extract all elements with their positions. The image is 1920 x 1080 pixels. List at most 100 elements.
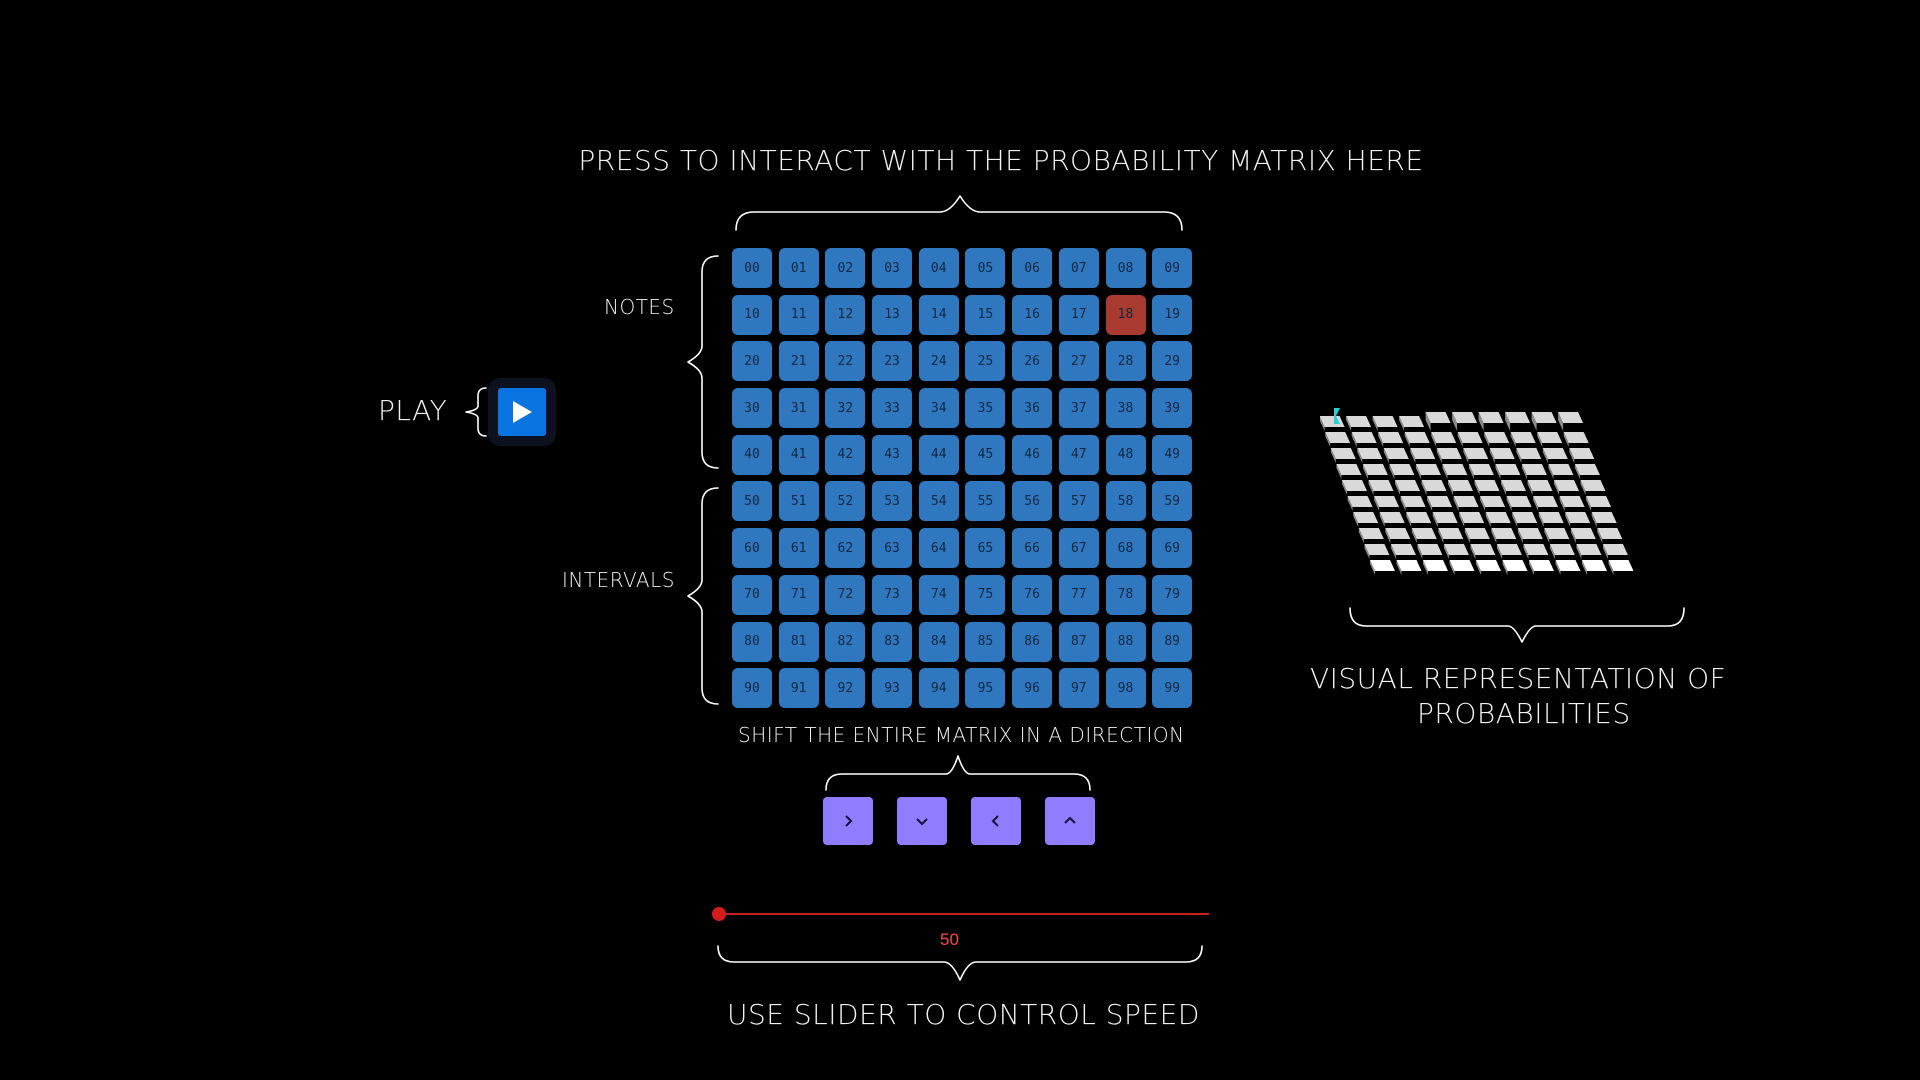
matrix-cell[interactable]: 78 — [1105, 574, 1146, 615]
matrix-cell[interactable]: 85 — [965, 621, 1006, 662]
matrix-cell[interactable]: 83 — [872, 621, 913, 662]
matrix-cell[interactable]: 18 — [1105, 294, 1146, 335]
matrix-cell[interactable]: 74 — [918, 574, 959, 615]
matrix-cell[interactable]: 28 — [1105, 341, 1146, 382]
matrix-cell[interactable]: 36 — [1012, 388, 1053, 429]
matrix-cell[interactable]: 15 — [965, 294, 1006, 335]
matrix-cell[interactable]: 99 — [1152, 668, 1193, 709]
matrix-cell[interactable]: 75 — [965, 574, 1006, 615]
matrix-cell[interactable]: 29 — [1152, 341, 1193, 382]
matrix-cell[interactable]: 56 — [1012, 481, 1053, 522]
matrix-cell[interactable]: 22 — [825, 341, 866, 382]
matrix-cell[interactable]: 58 — [1105, 481, 1146, 522]
play-button[interactable] — [488, 378, 556, 446]
speed-slider[interactable] — [712, 906, 1209, 922]
matrix-cell[interactable]: 10 — [732, 294, 772, 335]
matrix-cell[interactable]: 90 — [732, 668, 772, 709]
matrix-cell[interactable]: 02 — [825, 248, 866, 288]
matrix-cell[interactable]: 45 — [965, 434, 1006, 475]
matrix-cell[interactable]: 00 — [732, 248, 772, 288]
matrix-cell[interactable]: 59 — [1152, 481, 1193, 522]
matrix-cell[interactable]: 03 — [872, 248, 913, 288]
matrix-cell[interactable]: 20 — [732, 341, 772, 382]
matrix-cell[interactable]: 86 — [1012, 621, 1053, 662]
matrix-cell[interactable]: 96 — [1012, 668, 1053, 709]
matrix-cell[interactable]: 61 — [778, 528, 819, 569]
matrix-cell[interactable]: 04 — [918, 248, 959, 288]
matrix-cell[interactable]: 53 — [872, 481, 913, 522]
matrix-cell[interactable]: 76 — [1012, 574, 1053, 615]
matrix-cell[interactable]: 17 — [1058, 294, 1099, 335]
matrix-cell[interactable]: 88 — [1105, 621, 1146, 662]
matrix-cell[interactable]: 33 — [872, 388, 913, 429]
matrix-cell[interactable]: 66 — [1012, 528, 1053, 569]
matrix-cell[interactable]: 95 — [965, 668, 1006, 709]
matrix-cell[interactable]: 84 — [918, 621, 959, 662]
matrix-cell[interactable]: 55 — [965, 481, 1006, 522]
matrix-cell[interactable]: 72 — [825, 574, 866, 615]
matrix-cell[interactable]: 49 — [1152, 434, 1193, 475]
matrix-cell[interactable]: 94 — [918, 668, 959, 709]
matrix-cell[interactable]: 77 — [1058, 574, 1099, 615]
matrix-cell[interactable]: 21 — [778, 341, 819, 382]
matrix-cell[interactable]: 69 — [1152, 528, 1193, 569]
shift-up-button[interactable] — [1045, 797, 1095, 845]
matrix-cell[interactable]: 12 — [825, 294, 866, 335]
matrix-cell[interactable]: 39 — [1152, 388, 1193, 429]
matrix-cell[interactable]: 34 — [918, 388, 959, 429]
matrix-cell[interactable]: 47 — [1058, 434, 1099, 475]
matrix-cell[interactable]: 91 — [778, 668, 819, 709]
matrix-cell[interactable]: 07 — [1058, 248, 1099, 288]
matrix-cell[interactable]: 79 — [1152, 574, 1193, 615]
shift-down-button[interactable] — [897, 797, 947, 845]
matrix-cell[interactable]: 16 — [1012, 294, 1053, 335]
matrix-cell[interactable]: 32 — [825, 388, 866, 429]
matrix-cell[interactable]: 51 — [778, 481, 819, 522]
matrix-cell[interactable]: 46 — [1012, 434, 1053, 475]
matrix-cell[interactable]: 06 — [1012, 248, 1053, 288]
matrix-cell[interactable]: 31 — [778, 388, 819, 429]
matrix-cell[interactable]: 09 — [1152, 248, 1193, 288]
matrix-cell[interactable]: 52 — [825, 481, 866, 522]
matrix-cell[interactable]: 19 — [1152, 294, 1193, 335]
matrix-cell[interactable]: 14 — [918, 294, 959, 335]
matrix-cell[interactable]: 60 — [732, 528, 772, 569]
matrix-cell[interactable]: 13 — [872, 294, 913, 335]
matrix-cell[interactable]: 92 — [825, 668, 866, 709]
matrix-cell[interactable]: 30 — [732, 388, 772, 429]
shift-left-button[interactable] — [971, 797, 1021, 845]
matrix-cell[interactable]: 97 — [1058, 668, 1099, 709]
matrix-cell[interactable]: 73 — [872, 574, 913, 615]
matrix-cell[interactable]: 54 — [918, 481, 959, 522]
matrix-cell[interactable]: 70 — [732, 574, 772, 615]
matrix-cell[interactable]: 35 — [965, 388, 1006, 429]
matrix-cell[interactable]: 27 — [1058, 341, 1099, 382]
matrix-cell[interactable]: 87 — [1058, 621, 1099, 662]
matrix-cell[interactable]: 57 — [1058, 481, 1099, 522]
matrix-cell[interactable]: 41 — [778, 434, 819, 475]
matrix-cell[interactable]: 37 — [1058, 388, 1099, 429]
matrix-cell[interactable]: 81 — [778, 621, 819, 662]
matrix-cell[interactable]: 40 — [732, 434, 772, 475]
matrix-cell[interactable]: 26 — [1012, 341, 1053, 382]
matrix-cell[interactable]: 25 — [965, 341, 1006, 382]
matrix-cell[interactable]: 67 — [1058, 528, 1099, 569]
matrix-cell[interactable]: 48 — [1105, 434, 1146, 475]
matrix-cell[interactable]: 62 — [825, 528, 866, 569]
matrix-cell[interactable]: 24 — [918, 341, 959, 382]
matrix-cell[interactable]: 42 — [825, 434, 866, 475]
matrix-cell[interactable]: 38 — [1105, 388, 1146, 429]
matrix-cell[interactable]: 50 — [732, 481, 772, 522]
matrix-cell[interactable]: 82 — [825, 621, 866, 662]
matrix-cell[interactable]: 43 — [872, 434, 913, 475]
matrix-cell[interactable]: 89 — [1152, 621, 1193, 662]
matrix-cell[interactable]: 23 — [872, 341, 913, 382]
shift-right-button[interactable] — [823, 797, 873, 845]
slider-thumb[interactable] — [712, 907, 726, 921]
matrix-cell[interactable]: 64 — [918, 528, 959, 569]
matrix-cell[interactable]: 93 — [872, 668, 913, 709]
matrix-cell[interactable]: 80 — [732, 621, 772, 662]
matrix-cell[interactable]: 68 — [1105, 528, 1146, 569]
matrix-cell[interactable]: 98 — [1105, 668, 1146, 709]
matrix-cell[interactable]: 65 — [965, 528, 1006, 569]
